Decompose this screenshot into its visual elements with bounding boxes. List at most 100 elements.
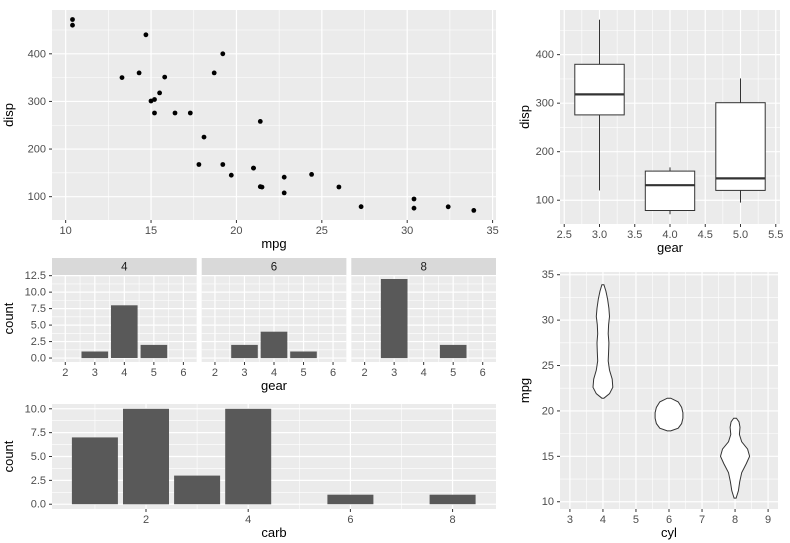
x-tick-label: 4 — [245, 514, 251, 526]
x-tick-label: 2 — [62, 367, 68, 379]
facet-strip-label: 6 — [271, 262, 277, 274]
x-tick-label: 3.5 — [627, 229, 642, 241]
violin-shape — [654, 397, 684, 432]
right-column: 2.5 3.0 3.5 4.0 4.5 5.0 5.5 100 200 300 400 gear dis… — [516, 0, 790, 543]
x-tick-label: 5 — [450, 367, 456, 379]
scatter-plot-disp-vs-mpg: 10 15 20 25 30 35 100 200 300 400 mpg disp — [0, 0, 508, 254]
violin-chart-svg: 3 4 5 6 7 8 9 10 15 20 25 30 35 cyl mpg — [517, 269, 778, 540]
x-tick-label: 3.0 — [592, 229, 607, 241]
facet-strip — [52, 258, 197, 275]
x-tick-label: 5 — [633, 514, 639, 526]
x-tick-label: 4 — [271, 367, 277, 379]
x-tick-label: 6 — [480, 367, 486, 379]
y-tick-label: 2.5 — [31, 475, 46, 487]
x-tick-label: 3 — [241, 367, 247, 379]
y-tick-label: 300 — [536, 98, 554, 110]
x-tick-label: 5 — [300, 367, 306, 379]
y-tick-label: 300 — [28, 96, 46, 108]
y-tick-label: 400 — [536, 49, 554, 61]
bars — [380, 279, 467, 359]
x-axis-title: cyl — [661, 525, 677, 540]
y-tick-label: 10.0 — [25, 403, 46, 415]
x-axis-title: mpg — [261, 236, 286, 251]
carb-chart-svg: 2 4 6 8 0.0 2.5 5.0 7.5 10.0 carb count — [1, 403, 496, 540]
x-tick-label: 5.0 — [733, 229, 748, 241]
boxplot-disp-vs-gear: 2.5 3.0 3.5 4.0 4.5 5.0 5.5 100 200 300 400 gear dis… — [516, 0, 790, 258]
bars — [81, 305, 168, 359]
y-axis-title: count — [1, 440, 16, 472]
x-tick-label: 4 — [121, 367, 127, 379]
facet-strip — [351, 258, 496, 275]
x-tick-label: 4 — [421, 367, 427, 379]
x-tick-label: 4.5 — [698, 229, 713, 241]
x-axis-title: gear — [657, 240, 684, 255]
y-tick-label: 35 — [542, 269, 554, 281]
facet-chart-svg: 4 2 3 4 5 6 6 2 3 4 5 6 8 2 3 4 5 6 0.0 2.5 5.0 7.5 10.0 12.5 ge… — [1, 258, 496, 393]
x-tick-label: 3 — [567, 514, 573, 526]
x-tick-label: 35 — [486, 225, 498, 237]
x-tick-label: 2 — [143, 514, 149, 526]
y-axis-title: disp — [1, 103, 16, 127]
bars — [231, 331, 317, 359]
y-tick-label: 200 — [28, 144, 46, 156]
y-tick-label: 5.0 — [31, 451, 46, 463]
x-tick-label: 3 — [391, 367, 397, 379]
y-tick-label: 7.5 — [31, 303, 46, 315]
y-tick-label: 0.0 — [31, 353, 46, 365]
x-axis-title: carb — [261, 525, 286, 540]
y-tick-label: 400 — [28, 48, 46, 60]
x-tick-label: 7 — [699, 514, 705, 526]
x-tick-label: 25 — [316, 225, 328, 237]
x-tick-label: 20 — [230, 225, 242, 237]
y-axis-title: disp — [517, 105, 532, 129]
y-tick-label: 12.5 — [25, 270, 46, 282]
x-tick-label: 30 — [401, 225, 413, 237]
violin-shape — [592, 284, 614, 399]
panel-background — [52, 10, 496, 220]
y-tick-label: 7.5 — [31, 427, 46, 439]
faceted-bar-chart-count-vs-gear: 4 2 3 4 5 6 6 2 3 4 5 6 8 2 3 4 5 6 0.0 2.5 5.0 7.5 10.0 12.5 ge… — [0, 254, 508, 396]
y-tick-label: 5.0 — [31, 320, 46, 332]
facet-strip-label: 8 — [420, 262, 426, 274]
y-tick-label: 100 — [536, 195, 554, 207]
x-tick-label: 6 — [666, 514, 672, 526]
bars — [71, 408, 476, 505]
x-tick-label: 5.5 — [768, 229, 783, 241]
x-axis-title: gear — [261, 378, 288, 393]
x-tick-label: 2 — [212, 367, 218, 379]
x-tick-label: 4 — [600, 514, 606, 526]
x-tick-label: 6 — [180, 367, 186, 379]
y-tick-label: 15 — [542, 451, 554, 463]
y-tick-label: 20 — [542, 405, 554, 417]
x-tick-label: 6 — [347, 514, 353, 526]
scatter-chart-svg: 10 15 20 25 30 35 100 200 300 400 mpg disp — [1, 10, 499, 251]
box-chart-svg: 2.5 3.0 3.5 4.0 4.5 5.0 5.5 100 200 300 400 gear dis… — [517, 10, 783, 255]
y-tick-label: 10 — [542, 496, 554, 508]
y-tick-label: 25 — [542, 360, 554, 372]
y-tick-label: 2.5 — [31, 336, 46, 348]
x-tick-label: 8 — [732, 514, 738, 526]
facet-strip-label: 4 — [121, 262, 128, 274]
x-tick-label: 15 — [145, 225, 157, 237]
x-tick-label: 2.5 — [557, 229, 572, 241]
facet-strip — [201, 258, 347, 275]
bar-chart-count-vs-carb: 2 4 6 8 0.0 2.5 5.0 7.5 10.0 carb count — [0, 396, 508, 543]
y-tick-label: 30 — [542, 315, 554, 327]
x-tick-label: 6 — [330, 367, 336, 379]
scatter-points — [70, 17, 477, 213]
x-tick-label: 3 — [92, 367, 98, 379]
x-tick-label: 8 — [450, 514, 456, 526]
y-axis-title: count — [1, 302, 16, 334]
x-tick-label: 4.0 — [662, 229, 677, 241]
y-tick-label: 200 — [536, 146, 554, 158]
y-tick-label: 100 — [28, 191, 46, 203]
y-axis-title: mpg — [517, 378, 532, 403]
x-tick-label: 10 — [60, 225, 72, 237]
x-tick-label: 2 — [362, 367, 368, 379]
violin-shape — [719, 417, 751, 499]
y-tick-label: 0.0 — [31, 499, 46, 511]
violin-plot-mpg-vs-cyl: 3 4 5 6 7 8 9 10 15 20 25 30 35 cyl mpg — [516, 258, 790, 543]
y-tick-label: 10.0 — [25, 287, 46, 299]
